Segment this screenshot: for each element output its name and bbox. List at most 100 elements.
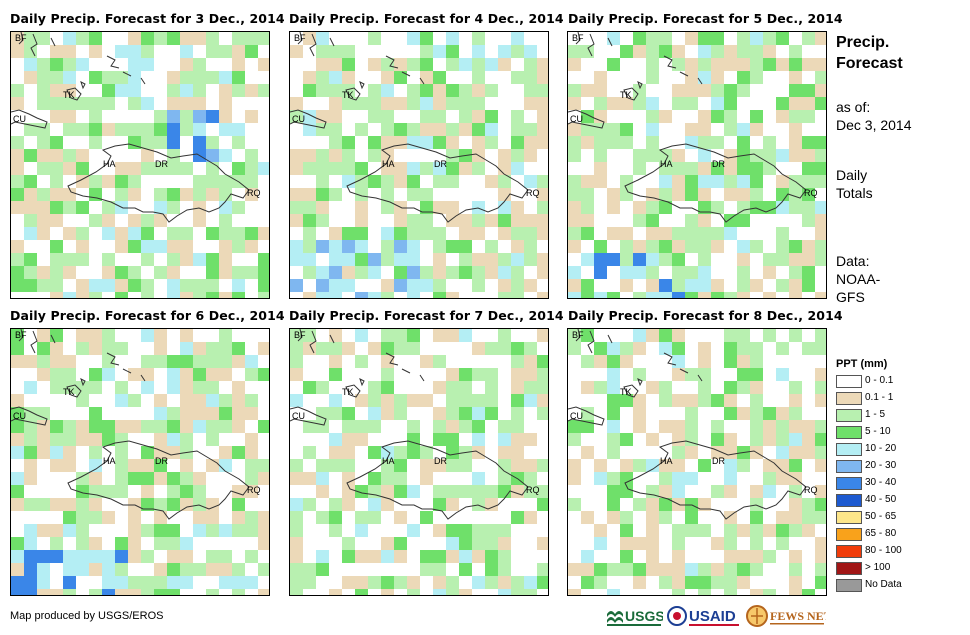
as-of-line1: as of: bbox=[836, 98, 912, 116]
usgs-logo: USGS bbox=[605, 604, 663, 628]
data-line3: GFS bbox=[836, 288, 880, 306]
map-label-cu: CU bbox=[13, 114, 26, 124]
legend-swatch bbox=[836, 477, 862, 490]
map-label-dr: DR bbox=[434, 159, 447, 169]
usgs-mark-icon: USGS bbox=[605, 604, 663, 628]
map-label-ha: HA bbox=[382, 159, 395, 169]
map-label-ha: HA bbox=[103, 159, 116, 169]
legend-swatch bbox=[836, 528, 862, 541]
map-label-rq: RQ bbox=[247, 188, 261, 198]
legend-swatch bbox=[836, 443, 862, 456]
legend-label: 30 - 40 bbox=[865, 477, 896, 488]
map-label-cu: CU bbox=[13, 411, 26, 421]
map-label-cu: CU bbox=[570, 411, 583, 421]
panel-title-6: Daily Precip. Forecast for 8 Dec., 2014 bbox=[568, 308, 843, 323]
map-label-rq: RQ bbox=[247, 485, 261, 495]
as-of-text: as of: Dec 3, 2014 bbox=[836, 98, 912, 134]
precip-grid bbox=[568, 32, 826, 298]
legend-label: No Data bbox=[865, 579, 902, 590]
map-label-tk: TK bbox=[620, 387, 632, 397]
forecast-map-3: BF TK CU HA DR RQ bbox=[567, 31, 827, 299]
legend-title: PPT (mm) bbox=[836, 358, 887, 370]
precip-grid bbox=[290, 32, 548, 298]
forecast-map-2: BF TK CU HA DR RQ bbox=[289, 31, 549, 299]
panel-title-3: Daily Precip. Forecast for 5 Dec., 2014 bbox=[568, 11, 843, 26]
forecast-map-4: BF TK CU HA DR RQ bbox=[10, 328, 270, 596]
precip-grid bbox=[568, 329, 826, 595]
map-label-ha: HA bbox=[660, 159, 673, 169]
usaid-logo: USAID bbox=[667, 604, 743, 628]
data-source-text: Data: NOAA- GFS bbox=[836, 252, 880, 306]
map-label-cu: CU bbox=[292, 411, 305, 421]
legend-swatch bbox=[836, 579, 862, 592]
panel-title-1: Daily Precip. Forecast for 3 Dec., 2014 bbox=[10, 11, 285, 26]
side-title-line2: Forecast bbox=[836, 53, 903, 74]
side-title-line1: Precip. bbox=[836, 32, 903, 53]
legend-label: 0.1 - 1 bbox=[865, 392, 893, 403]
map-label-rq: RQ bbox=[526, 188, 540, 198]
map-label-rq: RQ bbox=[804, 188, 818, 198]
fewsnet-logo: FEWS NET bbox=[746, 604, 826, 628]
map-label-bf: BF bbox=[15, 33, 27, 43]
map-label-rq: RQ bbox=[804, 485, 818, 495]
legend-label: 0 - 0.1 bbox=[865, 375, 893, 386]
map-label-tk: TK bbox=[63, 90, 75, 100]
panel-title-4: Daily Precip. Forecast for 6 Dec., 2014 bbox=[10, 308, 285, 323]
legend-swatch bbox=[836, 426, 862, 439]
legend-swatch bbox=[836, 392, 862, 405]
map-label-ha: HA bbox=[103, 456, 116, 466]
legend-label: 20 - 30 bbox=[865, 460, 896, 471]
panel-title-5: Daily Precip. Forecast for 7 Dec., 2014 bbox=[289, 308, 564, 323]
precip-grid bbox=[11, 329, 269, 595]
totals-line1: Daily bbox=[836, 166, 873, 184]
legend-label: 65 - 80 bbox=[865, 528, 896, 539]
data-line1: Data: bbox=[836, 252, 880, 270]
map-label-dr: DR bbox=[434, 456, 447, 466]
map-label-bf: BF bbox=[15, 330, 27, 340]
legend-label: 1 - 5 bbox=[865, 409, 885, 420]
map-label-dr: DR bbox=[155, 456, 168, 466]
map-label-tk: TK bbox=[63, 387, 75, 397]
map-label-bf: BF bbox=[572, 330, 584, 340]
legend-label: > 100 bbox=[865, 562, 890, 573]
side-title: Precip. Forecast bbox=[836, 32, 903, 74]
map-label-dr: DR bbox=[155, 159, 168, 169]
map-label-rq: RQ bbox=[526, 485, 540, 495]
map-label-dr: DR bbox=[712, 159, 725, 169]
usgs-logo-text: USGS bbox=[625, 608, 663, 624]
map-label-dr: DR bbox=[712, 456, 725, 466]
legend-label: 40 - 50 bbox=[865, 494, 896, 505]
credit-text: Map produced by USGS/EROS bbox=[10, 610, 163, 622]
map-label-tk: TK bbox=[342, 90, 354, 100]
legend-swatch bbox=[836, 511, 862, 524]
legend-swatch bbox=[836, 562, 862, 575]
legend-swatch bbox=[836, 375, 862, 388]
map-label-cu: CU bbox=[570, 114, 583, 124]
map-label-tk: TK bbox=[342, 387, 354, 397]
precip-grid bbox=[290, 329, 548, 595]
map-label-ha: HA bbox=[660, 456, 673, 466]
legend-swatch bbox=[836, 545, 862, 558]
map-label-bf: BF bbox=[294, 33, 306, 43]
forecast-map-6: BF TK CU HA DR RQ bbox=[567, 328, 827, 596]
legend-label: 80 - 100 bbox=[865, 545, 902, 556]
totals-line2: Totals bbox=[836, 184, 873, 202]
map-label-ha: HA bbox=[382, 456, 395, 466]
forecast-map-1: BF TK CU HA DR RQ bbox=[10, 31, 270, 299]
legend-swatch bbox=[836, 494, 862, 507]
as-of-line2: Dec 3, 2014 bbox=[836, 116, 912, 134]
map-label-bf: BF bbox=[572, 33, 584, 43]
usaid-logo-text: USAID bbox=[689, 608, 736, 625]
daily-totals-text: Daily Totals bbox=[836, 166, 873, 202]
legend-swatch bbox=[836, 409, 862, 422]
panel-title-2: Daily Precip. Forecast for 4 Dec., 2014 bbox=[289, 11, 564, 26]
legend-label: 50 - 65 bbox=[865, 511, 896, 522]
forecast-map-5: BF TK CU HA DR RQ bbox=[289, 328, 549, 596]
precip-grid bbox=[11, 32, 269, 298]
legend-label: 10 - 20 bbox=[865, 443, 896, 454]
map-label-tk: TK bbox=[620, 90, 632, 100]
legend-label: 5 - 10 bbox=[865, 426, 891, 437]
map-label-cu: CU bbox=[292, 114, 305, 124]
fewsnet-logo-text: FEWS NET bbox=[770, 609, 826, 623]
map-label-bf: BF bbox=[294, 330, 306, 340]
